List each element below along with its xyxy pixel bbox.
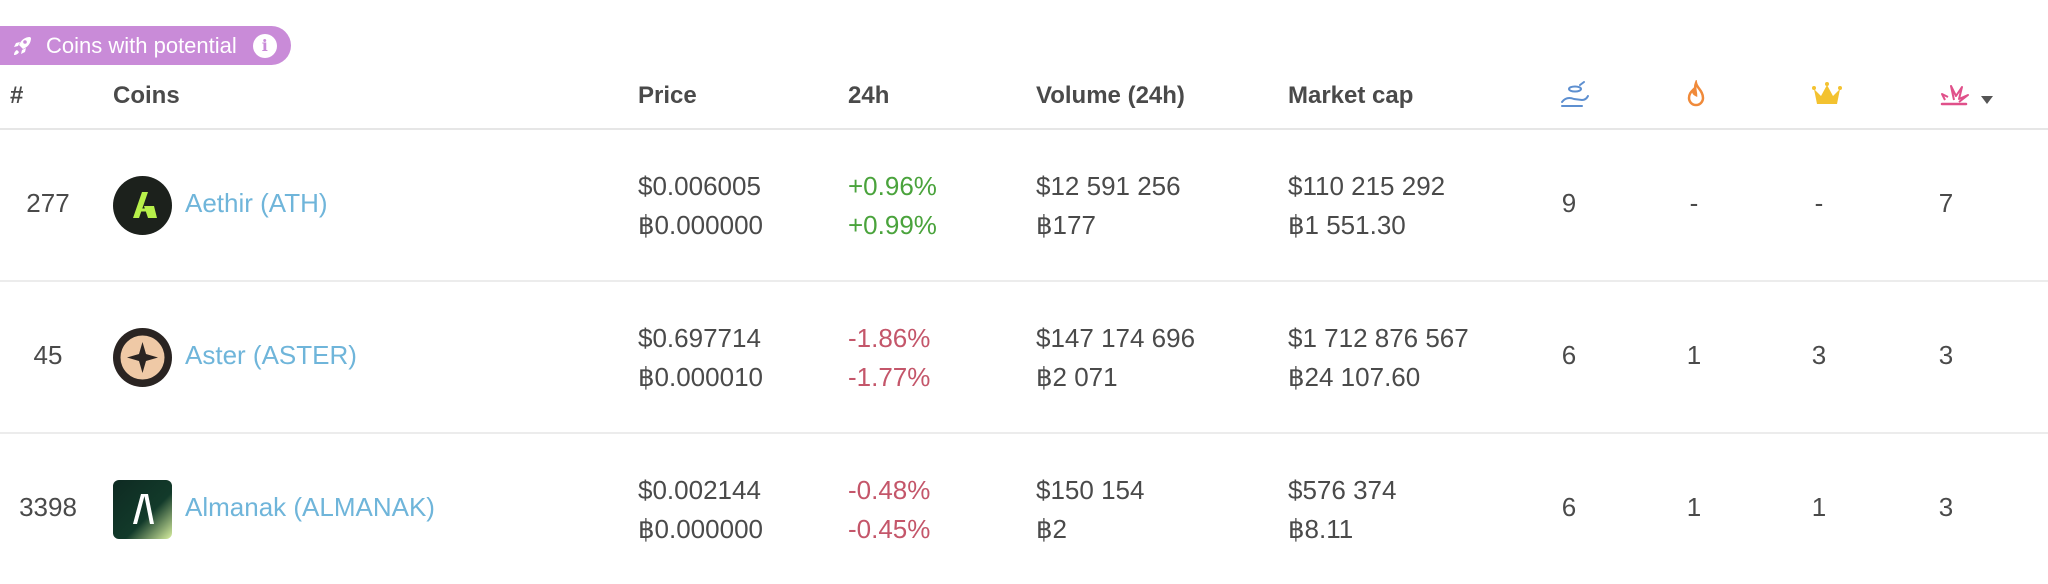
stat-hand-coin: 9 — [1561, 188, 1577, 218]
rocket-icon — [10, 34, 34, 58]
info-icon[interactable]: i — [252, 33, 277, 58]
price-btc: ฿0.000010 — [638, 362, 763, 392]
aethir-logo-icon — [113, 176, 172, 235]
rank: 45 — [33, 340, 63, 370]
volume-cell: $150 154 ฿2 — [1036, 471, 1144, 549]
volume-cell: $147 174 696 ฿2 071 — [1036, 319, 1195, 397]
stat-hand-coin: 6 — [1561, 340, 1577, 370]
table-row[interactable]: 3398 Almanak (ALMANAK) $0.002144 ฿0.0000… — [0, 434, 2048, 584]
volume-cell: $12 591 256 ฿177 — [1036, 167, 1181, 245]
coin-name-link[interactable]: Almanak (ALMANAK) — [185, 492, 435, 522]
price-cell: $0.002144 ฿0.000000 — [638, 471, 763, 549]
fire-icon[interactable] — [1679, 78, 1713, 110]
rank: 3398 — [19, 492, 77, 522]
stat-fire: 1 — [1686, 340, 1702, 370]
volume-btc: ฿2 — [1036, 514, 1068, 544]
stat-fire: - — [1689, 188, 1699, 218]
change-btc: +0.99% — [848, 210, 937, 240]
coin-name-link[interactable]: Aster (ASTER) — [185, 340, 357, 370]
rank: 277 — [26, 188, 70, 218]
market-cap-cell: $110 215 292 ฿1 551.30 — [1288, 167, 1445, 245]
header-market-cap[interactable]: Market cap — [1288, 82, 1414, 109]
stat-explosion: 3 — [1938, 340, 1954, 370]
header-24h[interactable]: 24h — [848, 82, 890, 109]
mcap-usd: $1 712 876 567 — [1288, 323, 1469, 353]
badge-label: Coins with potential — [46, 32, 237, 58]
header-volume[interactable]: Volume (24h) — [1036, 82, 1185, 109]
header-rank[interactable]: # — [10, 82, 24, 109]
price-usd: $0.006005 — [638, 171, 761, 201]
change-cell: -0.48% -0.45% — [848, 471, 930, 549]
price-cell: $0.697714 ฿0.000010 — [638, 319, 763, 397]
mcap-btc: ฿8.11 — [1288, 514, 1354, 544]
crown-icon[interactable] — [1810, 80, 1844, 110]
stat-hand-coin: 6 — [1561, 492, 1577, 522]
change-btc: -0.45% — [848, 514, 931, 544]
price-usd: $0.002144 — [638, 475, 761, 505]
market-cap-cell: $576 374 ฿8.11 — [1288, 471, 1396, 549]
stat-crown: - — [1814, 188, 1824, 218]
almanak-logo-icon — [113, 480, 172, 539]
volume-usd: $150 154 — [1036, 475, 1145, 505]
volume-btc: ฿2 071 — [1036, 362, 1118, 392]
table-header: # Coins Price 24h Volume (24h) Market ca… — [0, 72, 2048, 130]
table-row[interactable]: 277 Aethir (ATH) $0.006005 ฿0.000000 +0.… — [0, 130, 2048, 282]
stat-crown: 1 — [1811, 492, 1827, 522]
mcap-btc: ฿1 551.30 — [1288, 210, 1406, 240]
change-usd: -1.86% — [848, 323, 931, 353]
price-cell: $0.006005 ฿0.000000 — [638, 167, 763, 245]
price-btc: ฿0.000000 — [638, 514, 763, 544]
explosion-icon[interactable] — [1937, 80, 1971, 110]
stat-explosion: 3 — [1938, 492, 1954, 522]
coins-with-potential-badge[interactable]: Coins with potential i — [0, 26, 291, 65]
change-cell: -1.86% -1.77% — [848, 319, 930, 397]
mcap-usd: $576 374 — [1288, 475, 1397, 505]
market-cap-cell: $1 712 876 567 ฿24 107.60 — [1288, 319, 1469, 397]
stat-crown: 3 — [1811, 340, 1827, 370]
change-usd: +0.96% — [848, 171, 937, 201]
stat-explosion: 7 — [1938, 188, 1954, 218]
change-usd: -0.48% — [848, 475, 931, 505]
hand-coin-icon[interactable] — [1558, 80, 1592, 110]
change-btc: -1.77% — [848, 362, 931, 392]
volume-usd: $147 174 696 — [1036, 323, 1196, 353]
price-btc: ฿0.000000 — [638, 210, 763, 240]
volume-btc: ฿177 — [1036, 210, 1096, 240]
price-usd: $0.697714 — [638, 323, 761, 353]
volume-usd: $12 591 256 — [1036, 171, 1181, 201]
coin-name-link[interactable]: Aethir (ATH) — [185, 188, 328, 218]
aster-logo-icon — [113, 328, 172, 387]
sort-descending-icon[interactable] — [1980, 92, 1994, 110]
header-price[interactable]: Price — [638, 82, 697, 109]
mcap-btc: ฿24 107.60 — [1288, 362, 1421, 392]
stat-fire: 1 — [1686, 492, 1702, 522]
mcap-usd: $110 215 292 — [1288, 171, 1446, 201]
change-cell: +0.96% +0.99% — [848, 167, 937, 245]
table-row[interactable]: 45 Aster (ASTER) $0.697714 ฿0.000010 -1.… — [0, 282, 2048, 434]
header-coins[interactable]: Coins — [113, 82, 180, 109]
